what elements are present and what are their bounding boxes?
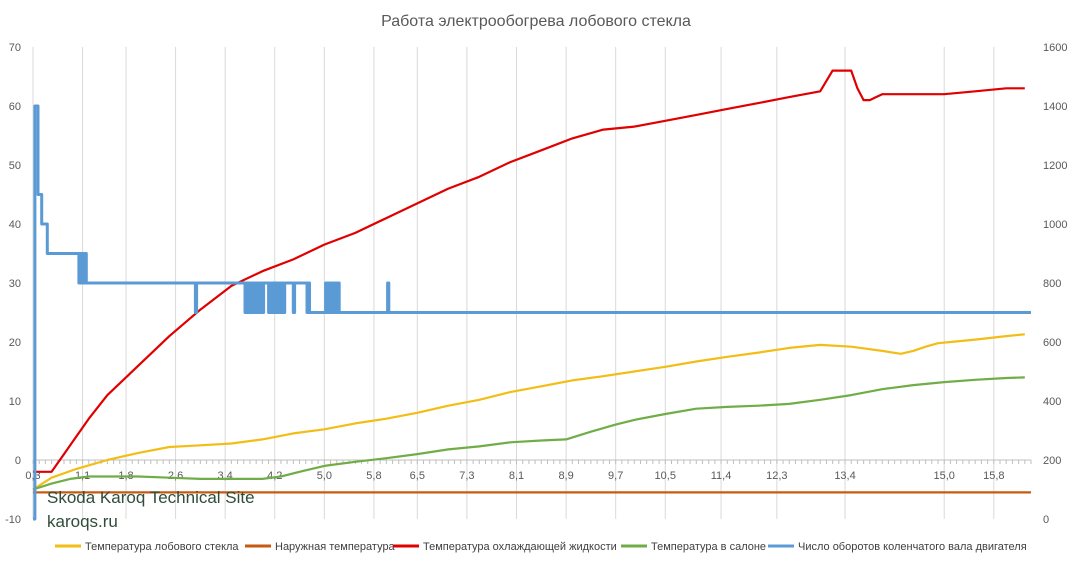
chart-title: Работа электрообогрева лобового стекла [381,13,691,30]
y2-tick-label: 1600 [1043,42,1067,54]
x-tick-label: 13,4 [834,470,855,482]
x-tick-label: 3,4 [218,470,233,482]
legend-label: Температура в салоне [651,541,766,553]
x-tick-label: 12,3 [766,470,787,482]
x-tick-label: 11,4 [711,470,732,482]
x-tick-label: 4,2 [267,470,282,482]
y2-tick-label: 1000 [1043,219,1067,231]
x-tick-label: 15,0 [934,470,955,482]
x-tick-label: 15,8 [983,470,1004,482]
series-line-4 [32,376,1025,491]
y2-tick-label: 400 [1043,396,1061,408]
y2-tick-label: 200 [1043,455,1061,467]
grid-lines [32,47,995,519]
legend-label: Наружная температура [275,541,396,553]
legend-label: Температура лобового стекла [85,541,239,553]
y2-tick-label: 600 [1043,337,1061,349]
y-tick-label: 30 [9,278,21,290]
y-axis-right: 0 200 400 600 800 1000 1200 1400 1600 [1043,42,1067,526]
x-tick-label: 1,1 [75,470,90,482]
x-axis: 0,3 1,1 1,8 2,6 3,4 4,2 5,0 5,8 6,5 7,3 8,1 8,9 9,7 1… [25,459,1032,482]
x-tick-label: 0,3 [25,470,40,482]
series-line-1 [32,333,1025,491]
x-tick-label: 8,9 [558,470,573,482]
legend-label: Число оборотов коленчатого вала двигател… [798,541,1027,553]
y-tick-label: 60 [9,101,21,113]
y-tick-label: 10 [9,396,21,408]
series-line-3 [33,69,1025,473]
x-tick-label: 5,8 [366,470,381,482]
x-tick-label: 5,0 [317,470,332,482]
y-tick-label: -10 [5,514,21,526]
y2-tick-label: 1400 [1043,101,1067,113]
x-tick-label: 9,7 [608,470,623,482]
y2-tick-label: 0 [1043,514,1049,526]
watermark-site: karoqs.ru [47,512,118,531]
watermark-title: Skoda Karoq Technical Site [47,488,255,507]
legend: Температура лобового стекла Наружная темп… [55,541,1027,553]
series-line-5 [33,104,1031,521]
y-tick-label: 20 [9,337,21,349]
legend-label: Температура охлаждающей жидкости [423,541,617,553]
y2-tick-label: 800 [1043,278,1061,290]
x-tick-label: 10,5 [655,470,676,482]
series-lines [32,69,1031,521]
y-axis-left: -10 0 10 20 30 40 50 60 70 [5,42,21,526]
x-tick-label: 6,5 [410,470,425,482]
y-tick-label: 70 [9,42,21,54]
y2-tick-label: 1200 [1043,160,1067,172]
y-tick-label: 0 [15,455,21,467]
y-tick-label: 50 [9,160,21,172]
y-tick-label: 40 [9,219,21,231]
x-tick-label: 7,3 [459,470,474,482]
watermark: Skoda Karoq Technical Site karoqs.ru [47,488,255,531]
x-tick-label: 2,6 [168,470,183,482]
x-tick-label: 8,1 [509,470,524,482]
